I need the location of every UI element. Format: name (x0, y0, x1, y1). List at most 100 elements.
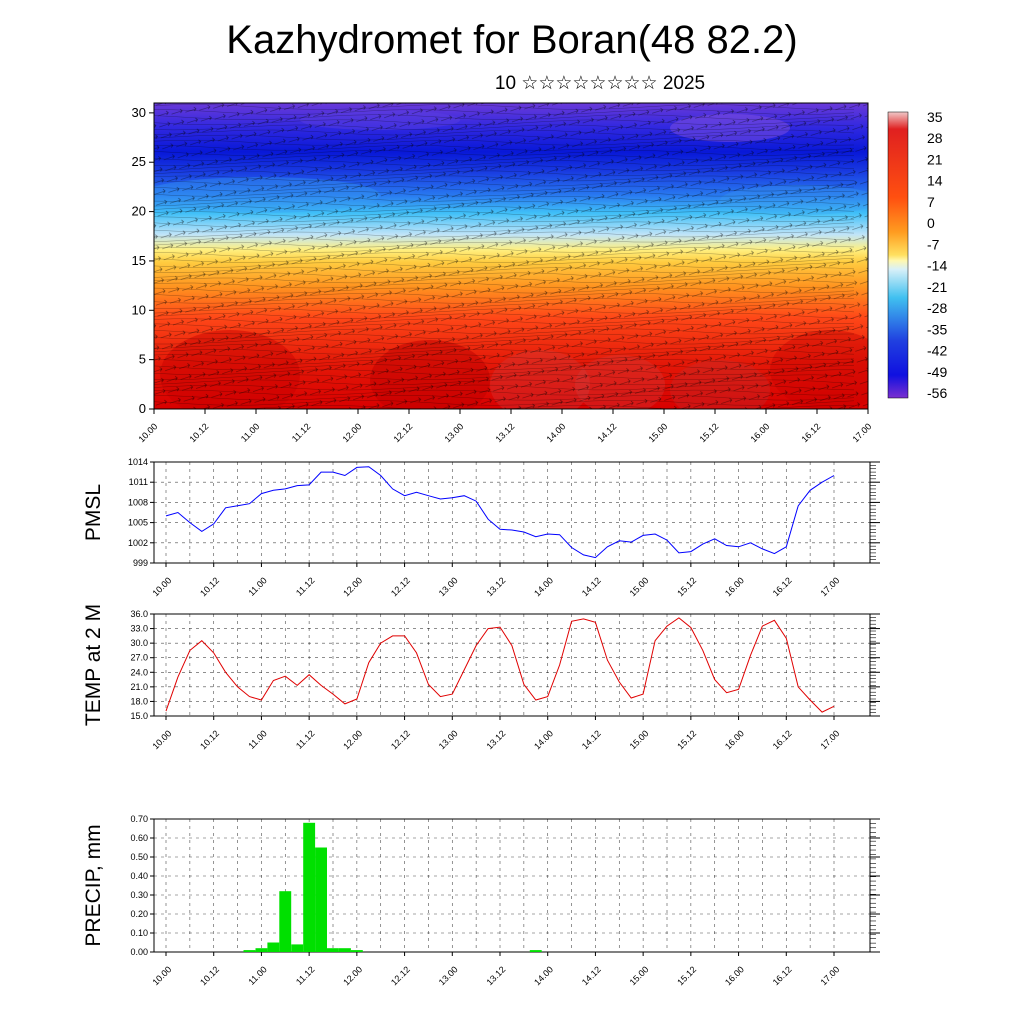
pmsl-x-tick-label-7: 13.12 (484, 575, 507, 598)
precip-y-axis-title: PRECIP, mm (82, 824, 105, 946)
temp-x-tick-label-8: 14.00 (532, 728, 555, 751)
precip-x-tick-label-0: 10.00 (150, 964, 173, 987)
contour-line-40 (154, 308, 855, 314)
xsec-x-tick-label-12: 16.00 (748, 421, 771, 444)
pmsl-y-tick-label-5: 1014 (128, 457, 148, 467)
contour-line-39 (154, 303, 855, 309)
colorbar-label-10: -35 (927, 321, 947, 337)
temp-y-tick-label-5: 30.0 (130, 638, 148, 648)
contour-line-21 (154, 211, 855, 217)
contour-line-14 (154, 175, 855, 182)
colorbar-label-1: 28 (927, 130, 943, 146)
temp-x-tick-label-10: 15.00 (628, 728, 651, 751)
pmsl-x-tick-label-11: 15.12 (675, 575, 698, 598)
xsec-y-tick-label-5: 25 (132, 154, 146, 169)
contour-line-42 (154, 318, 855, 324)
contour-line-15 (154, 180, 855, 187)
contour-line-36 (154, 287, 855, 294)
contour-line-18 (154, 196, 855, 202)
colorbar-label-5: 0 (927, 215, 935, 231)
precip-y-tick-label-2: 0.20 (130, 909, 148, 919)
temp-x-tick-label-14: 17.00 (818, 728, 841, 751)
temp-x-tick-label-4: 12.00 (341, 728, 364, 751)
contour-line-55 (154, 384, 855, 391)
xsec-x-tick-label-7: 13.12 (493, 421, 516, 444)
contour-line-54 (154, 379, 855, 385)
contour-line-37 (154, 293, 855, 299)
colorbar-label-3: 14 (927, 173, 943, 189)
contour-line-4 (154, 124, 855, 131)
contour-line-5 (154, 129, 855, 136)
temp-x-tick-label-1: 10.12 (198, 728, 221, 751)
pmsl-x-tick-label-14: 17.00 (818, 575, 841, 598)
precip-x-tick-label-12: 16.00 (723, 964, 746, 987)
contour-line-16 (154, 185, 855, 192)
contour-line-2 (154, 114, 855, 120)
colorbar-label-12: -49 (927, 364, 947, 380)
contour-line-48 (154, 349, 855, 355)
contour-line-45 (154, 333, 855, 340)
pmsl-x-tick-label-0: 10.00 (150, 575, 173, 598)
colorbar-label-11: -42 (927, 343, 947, 359)
contour-line-22 (154, 216, 855, 222)
contour-line-29 (154, 252, 855, 258)
contour-line-31 (154, 262, 855, 268)
pmsl-x-tick-label-10: 15.00 (628, 575, 651, 598)
contour-line-20 (154, 206, 855, 212)
xsec-x-tick-label-14: 17.00 (850, 421, 873, 444)
colorbar-label-4: 7 (927, 194, 935, 210)
contour-line-58 (154, 400, 855, 406)
contour-line-38 (154, 298, 855, 304)
contour-line-57 (154, 395, 855, 401)
precip-y-tick-label-3: 0.30 (130, 890, 148, 900)
contour-line-53 (154, 374, 855, 380)
colorbar-label-13: -56 (927, 385, 947, 401)
page-title: Kazhydromet for Boran(48 82.2) (226, 18, 798, 62)
precip-bar-12 (303, 822, 316, 952)
precip-x-tick-label-5: 12.12 (389, 964, 412, 987)
temp-x-tick-label-2: 11.00 (246, 728, 269, 751)
temp-x-tick-label-7: 13.12 (484, 728, 507, 751)
contour-line-24 (154, 226, 855, 233)
pmsl-y-tick-label-4: 1011 (129, 477, 148, 487)
temperature-colorbar: 35 28 21 14 7 0 -7 -14 -21 -28 -35 -42 -49 -56 (887, 109, 947, 401)
pmsl-y-tick-label-1: 1002 (128, 538, 148, 548)
temp-y-tick-label-1: 18.0 (130, 696, 148, 706)
xsec-x-tick-label-5: 12.12 (391, 421, 414, 444)
contour-line-1 (154, 109, 855, 115)
xsec-x-tick-label-8: 14.00 (544, 421, 567, 444)
precip-bar-8 (255, 948, 268, 952)
xsec-x-tick-label-4: 12.00 (340, 421, 363, 444)
precip-x-tick-label-9: 14.12 (580, 964, 603, 987)
precip-x-tick-label-8: 14.00 (532, 964, 555, 987)
precip-x-tick-label-13: 16.12 (771, 964, 794, 987)
pmsl-x-tick-label-5: 12.12 (389, 575, 412, 598)
contour-line-44 (154, 328, 855, 335)
temp-x-tick-label-0: 10.00 (150, 728, 173, 751)
pmsl-x-tick-label-2: 11.00 (246, 575, 269, 598)
xsec-x-tick-label-10: 15.00 (646, 421, 669, 444)
temp-y-axis-title: TEMP at 2 M (82, 604, 105, 726)
contour-line-46 (154, 338, 855, 345)
xsec-y-tick-label-2: 10 (132, 302, 146, 317)
contour-line-51 (154, 364, 855, 370)
pmsl-x-tick-label-12: 16.00 (723, 575, 746, 598)
xsec-x-tick-label-6: 13.00 (442, 421, 465, 444)
precip-x-tick-label-6: 13.00 (437, 964, 460, 987)
pmsl-x-tick-label-8: 14.00 (532, 575, 555, 598)
pmsl-y-tick-label-0: 999 (133, 558, 148, 568)
xsec-x-tick-label-3: 11.12 (290, 421, 313, 444)
xsec-x-tick-label-9: 14.12 (595, 421, 618, 444)
xsec-x-tick-label-2: 11.00 (239, 421, 262, 444)
contour-line-11 (154, 160, 855, 166)
precip-x-tick-label-3: 11.12 (294, 964, 317, 987)
temp-y-tick-label-2: 21.0 (130, 682, 148, 692)
colorbar-label-6: -7 (927, 236, 940, 252)
pmsl-x-tick-label-1: 10.12 (198, 575, 221, 598)
colorbar-label-2: 21 (927, 151, 943, 167)
contour-line-56 (154, 389, 855, 396)
xsec-y-tick-label-3: 15 (132, 253, 146, 268)
contour-line-43 (154, 323, 855, 329)
temp-x-tick-label-11: 15.12 (675, 728, 698, 751)
colorbar-swatch (887, 111, 909, 399)
